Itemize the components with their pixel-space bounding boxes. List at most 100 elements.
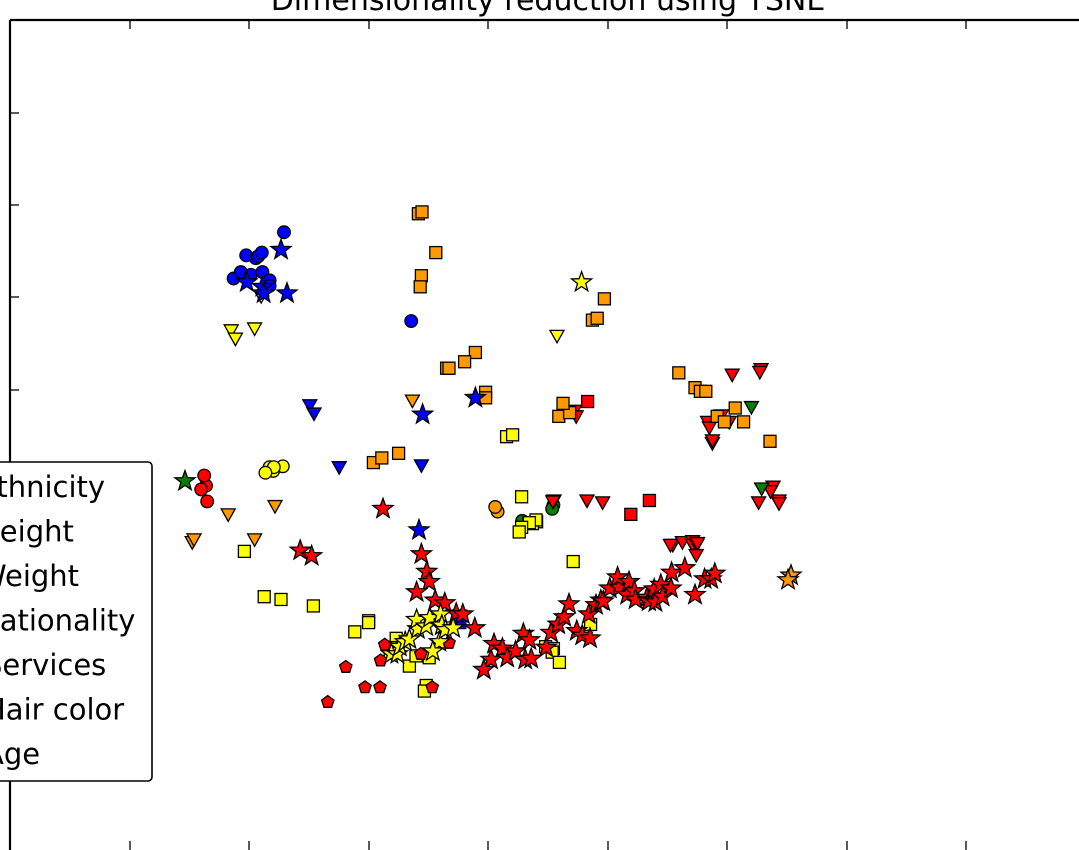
data-point: [743, 400, 760, 416]
data-point: [624, 507, 638, 522]
data-point: [701, 421, 718, 436]
data-point: [223, 324, 240, 339]
data-point: [197, 468, 212, 483]
data-point: [569, 269, 594, 293]
data-point: [642, 493, 657, 508]
data-point: [763, 434, 777, 448]
series-stars_blue: [234, 237, 488, 541]
data-point: [605, 564, 630, 588]
data-point: [415, 205, 429, 219]
legend-label: Nationality: [0, 604, 135, 638]
plot-frame: [8, 18, 1079, 850]
data-point: [306, 599, 321, 613]
series-triangles_yellow: [223, 289, 566, 347]
data-point: [683, 582, 707, 605]
data-point: [591, 588, 615, 612]
series-circles_red: [194, 468, 215, 509]
series-circles_yellow: [258, 459, 290, 480]
data-point: [348, 625, 362, 639]
data-point: [517, 627, 542, 651]
series-stars_red: [288, 496, 727, 680]
data-point: [441, 615, 466, 639]
data-point: [578, 625, 602, 649]
chart-title: Dimensionality reduction using TSNE: [271, 0, 826, 18]
data-point: [404, 314, 419, 329]
data-point: [442, 361, 456, 375]
data-point: [227, 332, 244, 347]
series-pentagons_red: [320, 635, 456, 709]
data-point: [266, 499, 284, 515]
data-point: [194, 482, 209, 497]
data-point: [432, 590, 457, 614]
data-point: [597, 292, 612, 306]
data-point: [415, 559, 439, 582]
data-point: [512, 525, 526, 539]
series-triangles_orange: [184, 394, 421, 551]
data-point: [269, 237, 293, 260]
data-point: [373, 680, 387, 694]
data-point: [429, 245, 443, 260]
data-point: [519, 646, 544, 669]
data-point: [397, 626, 422, 650]
data-point: [552, 655, 567, 670]
data-point: [750, 496, 767, 511]
data-point: [488, 500, 503, 514]
data-point: [580, 394, 595, 409]
data-point: [371, 496, 395, 519]
data-point: [375, 451, 389, 465]
data-point: [414, 269, 429, 283]
data-point: [407, 517, 431, 541]
data-point: [688, 548, 705, 564]
series-stars_yellow: [379, 269, 594, 665]
data-point: [427, 629, 452, 653]
data-point: [450, 601, 475, 625]
data-point: [410, 402, 435, 425]
data-point: [299, 543, 324, 567]
data-point: [417, 569, 442, 592]
data-point: [409, 541, 434, 565]
data-point: [659, 560, 684, 583]
data-point: [413, 280, 427, 294]
data-point: [617, 569, 641, 592]
data-point: [463, 385, 488, 408]
data-point: [391, 446, 406, 460]
data-point: [234, 269, 259, 293]
data-point: [590, 311, 604, 325]
data-point: [338, 659, 353, 673]
data-point: [662, 538, 679, 554]
data-point: [728, 401, 742, 415]
series-triangles_red: [544, 362, 788, 564]
data-point: [505, 428, 520, 442]
data-point: [305, 407, 323, 422]
data-point: [277, 225, 291, 240]
data-point: [246, 322, 263, 337]
data-point: [578, 494, 596, 509]
data-point: [751, 365, 768, 381]
series-triangles_green: [743, 400, 770, 497]
data-point: [373, 653, 388, 667]
data-point: [673, 555, 697, 579]
axis-ticks: [10, 20, 967, 850]
data-point: [699, 384, 713, 399]
legend-label: Age: [0, 737, 40, 771]
data-point: [594, 496, 611, 511]
data-point: [358, 680, 372, 694]
data-point: [770, 497, 788, 512]
legend-label: Hair color: [0, 693, 124, 727]
series-stars_orange: [776, 562, 803, 591]
data-point: [689, 536, 706, 552]
data-point: [254, 245, 269, 260]
data-point: [468, 345, 483, 360]
data-point: [404, 579, 429, 603]
data-point: [200, 494, 215, 509]
data-point: [672, 366, 686, 380]
data-point: [702, 561, 727, 584]
data-point: [425, 680, 440, 694]
series-squares_red: [580, 394, 657, 522]
data-points: [173, 205, 803, 709]
data-point: [173, 468, 197, 492]
data-point: [457, 355, 472, 369]
data-point: [471, 657, 496, 680]
